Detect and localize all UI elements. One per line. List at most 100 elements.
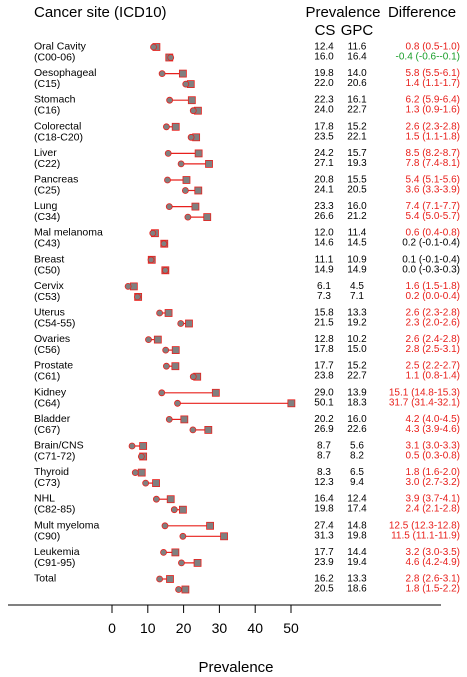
difference-value: 1.5 (1.1-1.8) [406,131,460,142]
cs-marker-upper [166,575,174,583]
cs-marker-lower [287,399,296,408]
difference-value: 3.9 (3.7-4.1) [406,494,460,505]
gpc-marker-upper [158,70,166,77]
gpc-marker-lower [179,532,187,540]
site-name: Kidney [34,386,67,398]
gpc-marker-upper [147,256,155,264]
cs-value: 22.3 [314,95,334,106]
gpc-marker-upper [166,96,174,104]
site-name: NHL [34,493,55,505]
gpc-marker-upper [156,575,164,583]
cs-value: 29.0 [314,387,334,398]
gpc-value: 11.4 [348,228,367,239]
row-20: Total 16.2 13.3 20.5 18.6 2.8 (2.6-3.1)1.8 (1… [34,573,460,595]
site-code: (C73) [34,477,60,489]
cs-value: 17.8 [314,344,334,355]
site-name: Ovaries [34,333,70,345]
gpc-value: 13.3 [347,574,367,585]
cs-value: 20.5 [314,584,334,595]
cs-marker-upper [171,548,180,557]
gpc-marker-upper [150,43,157,51]
cs-marker-upper [166,495,175,504]
difference-value: 0.6 (0.4-0.8) [406,228,460,239]
gpc-value: 19.8 [347,530,367,541]
site-name: Brain/CNS [34,440,84,452]
difference-value: 1.3 (0.9-1.6) [406,105,460,116]
cs-marker-lower [203,213,212,222]
cs-value: 17.7 [314,361,334,372]
site-code: (C71-72) [34,451,75,463]
difference-value: 4.6 (4.2-4.9) [406,557,460,568]
gpc-marker-lower [170,506,178,514]
site-code: (C22) [34,158,60,170]
gpc-value: 21.2 [347,211,367,222]
site-name: Oesophageal [34,67,96,79]
site-code: (C67) [34,424,60,436]
gpc-marker-lower [189,373,197,381]
difference-value: 0.0 (-0.3-0.3) [402,264,460,275]
site-name: Liver [34,147,57,159]
row-14: Bladder(C67) 20.2 16.0 26.9 22.6 4.2 (4.0-4.5… [34,413,460,436]
gpc-marker-lower [167,54,175,61]
difference-value: 0.8 (0.5-1.0) [406,42,460,53]
cs-marker-lower [220,532,228,541]
gpc-value: 15.0 [347,344,367,355]
gpc-value: 20.6 [347,78,367,89]
cs-value: 8.7 [317,441,331,452]
difference-value: 12.5 (12.3-12.8) [389,520,460,531]
cs-value: 16.4 [314,494,334,505]
gpc-value: 6.5 [350,467,364,478]
difference-value: 31.7 (31.4-32.1) [389,397,460,408]
cs-value: 27.4 [314,520,334,531]
header-difference: Difference [388,4,456,21]
difference-value: 2.4 (2.1-2.8) [406,504,460,515]
gpc-marker-lower [189,426,197,434]
difference-value: 1.8 (1.5-2.2) [406,584,460,595]
cs-value: 19.8 [314,68,334,79]
cs-value: 23.5 [314,131,334,142]
site-name: Bladder [34,413,71,425]
gpc-value: 13.9 [347,387,367,398]
row-0: Oral Cavity(C00-06) 12.4 11.6 16.0 16.4 0.8 (… [34,41,460,64]
cs-marker-lower [194,186,203,195]
gpc-value: 18.6 [347,584,367,595]
cs-marker-upper [171,122,180,131]
gpc-marker-lower [184,213,192,221]
site-code: (C00-06) [34,52,75,64]
gpc-marker-upper [156,309,164,317]
gpc-marker-lower [134,293,141,301]
difference-value: 1.1 (0.8-1.4) [406,371,460,382]
row-16: Thyroid(C73) 8.3 6.5 12.3 9.4 1.8 (1.6-2.0)3.… [34,466,460,489]
cs-marker-lower [193,559,202,567]
gpc-marker-lower [162,346,170,354]
site-code: (C15) [34,78,60,90]
difference-value: 5.4 (5.0-5.7) [406,211,460,222]
gpc-marker-lower [187,133,195,141]
cs-value: 23.9 [314,557,334,568]
difference-value: 3.1 (3.0-3.3) [406,441,460,452]
cs-marker-upper [178,69,187,78]
row-10: Uterus(C54-55) 15.8 13.3 21.5 19.2 2.6 (2.3-2… [34,307,460,330]
cs-value: 16.0 [314,52,334,63]
site-code: (C34) [34,211,60,223]
difference-value: 5.4 (5.1-5.6) [406,175,460,186]
gpc-value: 7.1 [350,291,364,302]
cs-marker-upper [182,176,191,184]
site-code: (C25) [34,185,60,197]
cs-marker-upper [187,96,196,105]
difference-value: 5.8 (5.5-6.1) [406,68,460,79]
difference-value: 2.6 (2.3-2.8) [406,121,460,132]
gpc-marker-lower [182,80,190,88]
cs-value: 16.2 [314,574,334,585]
difference-value: 0.1 (-0.1-0.4) [402,254,460,265]
row-1: Oesophageal(C15) 19.8 14.0 22.0 20.6 5.8 (5.5… [34,67,460,90]
gpc-marker-upper [163,362,170,370]
site-code: (C82-85) [34,504,75,516]
cs-value: 14.9 [314,264,334,275]
row-12: Prostate(C61) 17.7 15.2 23.8 22.7 2.5 (2.2-2.… [34,360,460,383]
gpc-value: 16.0 [347,414,367,425]
cs-value: 12.8 [314,334,334,345]
difference-value: 0.5 (0.3-0.8) [406,451,460,462]
site-code: (C54-55) [34,318,75,330]
cs-value: 12.0 [314,228,334,239]
